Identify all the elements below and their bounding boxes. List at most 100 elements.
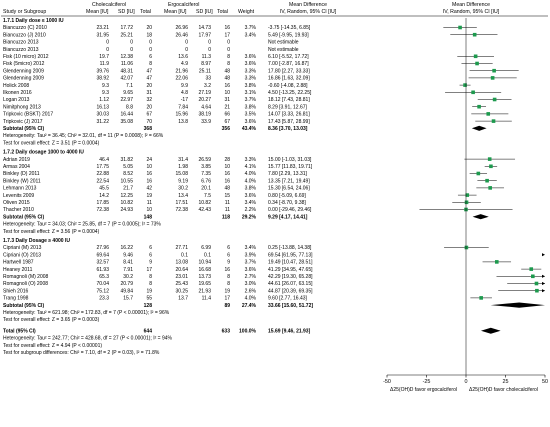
total-label: Total (95% CI) [3,328,36,334]
total1-cell: 19 [146,288,152,294]
sd2-cell: 20.27 [198,97,211,103]
sd2-cell: 26.59 [198,157,211,163]
mean1-cell: 46.4 [99,157,109,163]
subtotal-weight: 29.2% [242,214,257,220]
mean2-cell: 21.96 [175,68,188,74]
study-name: Biancuzzo (J) 2010 [3,32,46,38]
mean1-cell: 9.3 [102,90,109,96]
total1-cell: 24 [146,157,152,163]
mean2-cell: 13.8 [178,119,188,125]
mean2-header: Mean [IU] [164,9,187,15]
total2-cell: 8 [227,274,230,280]
weight-header: Weight [238,9,255,15]
x-tick-label: 25 [503,379,509,385]
mean2-cell: 17.51 [175,200,188,206]
total2-cell: 11 [225,200,230,206]
ci-cell: 15.77 [11.83, 19.71] [268,164,313,170]
sd2-cell: 27.19 [198,90,211,96]
subtotal-weight: 27.4% [242,303,257,309]
weight-cell: 3.0% [245,281,257,287]
study-name: Biancuzzo 2013 [3,40,39,46]
heterogeneity-text: Heterogeneity: Tau² = 36.45; Chi² = 32.0… [3,133,164,139]
sd2-cell: 11.4 [202,296,212,302]
mean1-cell: 70.04 [96,281,109,287]
mean2-cell: -17 [181,97,188,103]
total1-cell: 17 [146,267,152,273]
sd1-cell: 5.05 [123,164,133,170]
estimate-marker [492,97,497,102]
study-name: Fisk (5micro) 2012 [3,61,45,67]
ci-cell: 7.80 [2.29, 13.31] [268,171,308,177]
study-name: Cipriani (O) 2013 [3,252,41,258]
total1-header: Total [140,9,151,15]
total2-cell: 0 [227,40,230,46]
subtotal-ci: 9.29 [4.17, 14.41] [268,214,308,220]
mean1-cell: 16.13 [96,104,109,110]
ci-cell: 0.00 [-29.46, 29.46] [268,207,312,213]
sd1-header: SD [IU] [118,9,135,15]
total-n2: 633 [222,328,231,334]
ci-arrow [542,253,545,257]
total2-cell: 15 [224,193,230,199]
table-row: Holick 2008 9.3 7.1 20 9.9 3.2 16 3.8% -0.60 [-4… [3,83,308,89]
sd1-cell: 49.84 [120,288,133,294]
total2-cell: 31 [224,97,230,103]
total-row: Total (95% CI) 644 633 100.0% 15.69 [9.46, 2… [3,328,311,334]
mean2-cell: 26.96 [175,25,188,31]
estimate-marker [458,25,462,30]
subgroup-heading: 1.7.2 Daily dosage 1000 to 4000 IU [3,150,84,156]
sd1-cell: 7.1 [126,83,133,89]
mean2-cell: 0 [185,40,188,46]
ci-cell: Not estimable [268,47,299,53]
estimate-marker [479,296,483,300]
subtotal-total1: 148 [144,214,153,220]
ci-cell: 5.49 [-9.95, 19.93] [268,32,309,38]
overall-effect-text: Test for overall effect: Z = 3.65 (P = 0… [3,317,100,323]
ci-cell: 9.60 [2.77, 16.43] [268,296,308,302]
x-tick-label: -25 [423,379,431,385]
sd1-cell: 48.31 [120,68,133,74]
subtotal-total2: 89 [224,303,230,309]
weight-cell: 2.6% [245,288,257,294]
mean2-cell: 15.08 [175,171,188,177]
sd2-header: SD [IU] [196,9,213,15]
total1-cell: 6 [149,252,152,258]
sd1-cell: 15.7 [123,296,133,302]
table-row: Trang 1998 23.3 15.7 55 13.7 11.4 17 4.0% 9.60 [… [3,296,308,302]
total2-cell: 8 [227,61,230,67]
estimate-marker [471,90,475,95]
ci-arrow [542,289,545,293]
mean2-cell: 1.98 [178,164,188,170]
study-column-header: Study or Subgroup [3,9,46,15]
sd1-cell: 8.52 [123,171,133,177]
ci-cell: 17.80 [2.27, 33.33] [268,68,310,74]
sd1-cell: 20.79 [120,281,133,287]
study-name: Binkley (D) 2011 [3,171,40,177]
total2-cell: 6 [227,245,230,251]
total-weight: 100.0% [239,328,257,334]
ci-arrow [542,274,545,278]
mean2-cell: 30.2 [178,186,188,192]
weight-cell: 3.3% [245,68,257,74]
sd2-cell: 25.11 [199,68,211,74]
ci-cell: 69.54 [61.95, 77.13] [268,252,313,258]
weight-cell: 3.7% [245,260,257,266]
ci-cell: 15.00 [-1.03, 31.03] [268,157,312,163]
total1-cell: 20 [146,25,152,31]
subtotal-total1: 128 [144,303,153,309]
mean1-cell: 31.22 [96,119,109,125]
total2-cell: 16 [224,171,230,177]
estimate-marker [535,288,539,293]
subtotal-label: Subtotal (95% CI) [3,126,44,132]
weight-cell: 3.6% [245,61,257,67]
sd2-cell: 19.65 [198,281,211,287]
mean1-cell: 72.38 [96,207,109,213]
sd2-cell: 10.94 [198,260,211,266]
total1-cell: 11 [147,200,152,206]
mean2-cell: 30.25 [175,288,188,294]
study-name: Thacher 2010 [3,207,34,213]
weight-cell: 3.4% [245,200,257,206]
total1-cell: 6 [149,54,152,60]
total2-header: Total [217,9,228,15]
total2-cell: 16 [224,83,230,89]
